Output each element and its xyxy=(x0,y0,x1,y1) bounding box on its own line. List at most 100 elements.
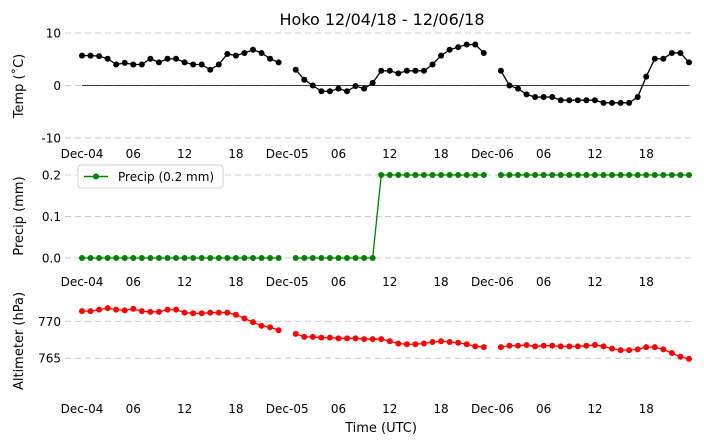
precipitation-point xyxy=(480,172,487,178)
altimeter-yticks: 765 770 xyxy=(38,315,61,366)
altimeter-point xyxy=(386,338,393,345)
altimeter-point xyxy=(87,308,94,315)
x-tick-label: 06 xyxy=(126,402,141,416)
altimeter-point xyxy=(309,333,316,340)
altimeter-point xyxy=(352,335,359,342)
x-tick-label: Dec-05 xyxy=(266,402,309,416)
precipitation-point xyxy=(173,255,180,261)
precipitation-point xyxy=(472,172,479,178)
temperature-point xyxy=(549,94,556,101)
temperature-grid xyxy=(65,32,692,139)
precipitation-point xyxy=(181,255,188,261)
precipitation-point xyxy=(121,255,128,261)
x-tick-label: 18 xyxy=(433,275,448,289)
legend-marker-sample xyxy=(93,173,99,180)
x-tick-label: 18 xyxy=(639,147,654,161)
precipitation-point xyxy=(292,255,299,261)
temperature-point xyxy=(215,61,222,68)
temperature-point xyxy=(87,52,94,59)
altimeter-point xyxy=(369,336,376,343)
x-tick-label: 06 xyxy=(331,147,346,161)
altimeter-grid xyxy=(65,320,692,359)
x-axis-label: Time (UTC) xyxy=(344,421,417,436)
altimeter-point xyxy=(130,305,137,312)
temperature-series-line xyxy=(82,49,279,71)
temperature-point xyxy=(164,55,171,62)
altimeter-point xyxy=(634,346,641,353)
altimeter-point xyxy=(438,338,445,345)
altimeter-point xyxy=(258,322,265,329)
temperature-point xyxy=(318,88,325,95)
precipitation-point xyxy=(87,255,94,261)
temperature-point xyxy=(326,88,333,95)
altimeter-xticks: Dec-04 06 12 18 Dec-05 06 12 18 Dec-06 06 12 18 xyxy=(61,402,654,416)
temperature-point xyxy=(566,97,573,104)
altimeter-point xyxy=(626,347,633,354)
altimeter-point xyxy=(446,339,453,346)
temperature-point xyxy=(147,55,154,62)
precipitation-point xyxy=(207,255,214,261)
temperature-point xyxy=(668,49,675,56)
precipitation-point xyxy=(540,172,547,178)
altimeter-point xyxy=(190,310,197,317)
x-tick-label: 18 xyxy=(433,402,448,416)
panel-temperature: -10 0 10 Dec-04 06 12 18 Dec-05 06 12 18 Dec-06 06 1… xyxy=(11,27,692,161)
altimeter-point xyxy=(361,336,368,343)
precipitation-point xyxy=(198,255,205,261)
precipitation-point xyxy=(609,172,616,178)
x-tick-label: 06 xyxy=(536,147,551,161)
legend-label-precip: Precip (0.2 mm) xyxy=(118,170,214,184)
temperature-point xyxy=(403,67,410,74)
temperature-point xyxy=(463,41,470,48)
temperature-point xyxy=(181,59,188,66)
altimeter-ylabel: Altimeter (hPa) xyxy=(12,292,27,390)
precipitation-point xyxy=(651,172,658,178)
precipitation-point xyxy=(104,255,111,261)
precipitation-point xyxy=(677,172,684,178)
altimeter-point xyxy=(515,342,522,349)
temperature-point xyxy=(626,99,633,106)
temperature-point xyxy=(497,67,504,74)
temperature-point xyxy=(651,55,658,62)
precipitation-point xyxy=(566,172,573,178)
precipitation-point xyxy=(241,255,248,261)
temperature-point xyxy=(506,82,513,89)
altimeter-point xyxy=(412,341,419,348)
altimeter-point xyxy=(155,308,162,315)
altimeter-series-line xyxy=(82,307,279,331)
altimeter-point xyxy=(224,309,231,316)
temperature-point xyxy=(446,46,453,53)
altimeter-point xyxy=(540,342,547,349)
temperature-point xyxy=(96,53,103,60)
altimeter-point xyxy=(232,311,239,318)
temperature-point xyxy=(412,67,419,74)
temperature-point xyxy=(583,97,590,104)
altimeter-point xyxy=(600,343,607,350)
precipitation-point xyxy=(301,255,308,261)
altimeter-point xyxy=(480,344,487,351)
precipitation-point xyxy=(523,172,530,178)
x-tick-label: Dec-06 xyxy=(471,275,514,289)
temperature-point xyxy=(130,61,137,68)
precipitation-point xyxy=(249,255,256,261)
x-tick-label: Dec-06 xyxy=(471,402,514,416)
precipitation-xticks: Dec-04 06 12 18 Dec-05 06 12 18 Dec-06 06 12 18 xyxy=(61,275,654,289)
temperature-xticks: Dec-04 06 12 18 Dec-05 06 12 18 Dec-06 06 12 18 xyxy=(61,147,654,161)
altimeter-point xyxy=(429,339,436,346)
precipitation-point xyxy=(420,172,427,178)
precipitation-point xyxy=(600,172,607,178)
temperature-point xyxy=(395,70,402,77)
precipitation-point xyxy=(147,255,154,261)
precipitation-marks xyxy=(79,172,692,261)
altimeter-point xyxy=(121,307,128,314)
temperature-point xyxy=(292,66,299,73)
x-tick-label: 18 xyxy=(228,147,243,161)
precipitation-point xyxy=(429,172,436,178)
temperature-point xyxy=(429,61,436,68)
x-tick-label: 12 xyxy=(382,275,397,289)
temperature-point xyxy=(600,99,607,106)
altimeter-point xyxy=(472,343,479,350)
temperature-point xyxy=(369,79,376,86)
altimeter-point xyxy=(318,334,325,341)
